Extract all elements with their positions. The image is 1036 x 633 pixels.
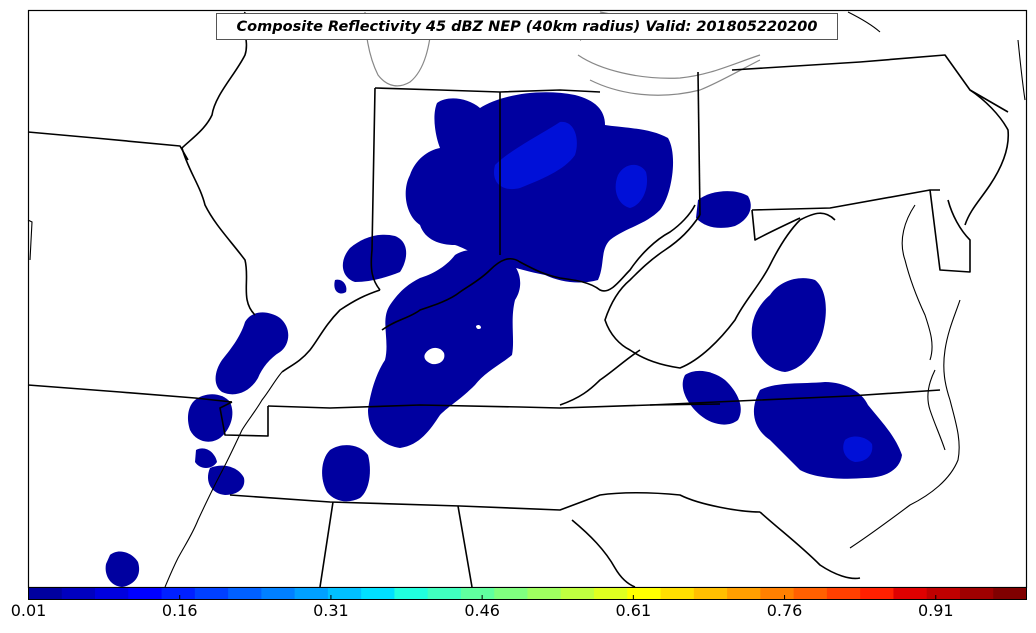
colorbar-tick-label: 0.01 (10, 601, 47, 620)
prob-region-tennessee-middle (322, 445, 370, 502)
colorbar-segment (28, 588, 63, 599)
prob-hole-small (476, 324, 481, 330)
prob-region-illinois-east (342, 234, 407, 282)
virginia-bay-islands (927, 369, 946, 451)
ohio-pennsylvania-border (697, 71, 701, 216)
prob-hole-kentucky (424, 347, 445, 365)
colorbar-segment (560, 588, 595, 599)
state-boundaries (27, 11, 1010, 588)
colorbar-segment (261, 588, 296, 599)
colorbar-segment (294, 588, 329, 599)
colorbar-segment (494, 588, 528, 599)
colorbar-segment (194, 588, 229, 599)
west-virginia-east (751, 209, 801, 241)
colorbar-tick-label: 0.16 (161, 601, 198, 620)
colorbar-segment (727, 588, 761, 599)
georgia-sc-border (571, 519, 636, 588)
probability-holes (424, 324, 481, 365)
colorbar (28, 588, 1027, 599)
indiana-north-border (374, 87, 601, 93)
colorbar-segment (427, 588, 462, 599)
colorbar-tick-label: 0.76 (766, 601, 803, 620)
prob-region-arkansas-ne (195, 448, 217, 468)
ohio-river-west (281, 289, 381, 373)
west-virginia-border (604, 212, 836, 369)
prob-region-bootheel (187, 394, 233, 442)
colorbar-segment (460, 588, 495, 599)
lake-erie-outline (577, 54, 761, 79)
colorbar-segment (327, 588, 362, 599)
prob-region-illinois-small (334, 279, 347, 294)
colorbar-segment (361, 588, 395, 599)
prob-region-indiana-ohio (405, 92, 674, 283)
colorbar-tick-label: 0.46 (464, 601, 500, 620)
new-jersey-outline (964, 89, 1010, 226)
colorbar-segment (161, 588, 196, 599)
prob-region-missouri-east (215, 312, 289, 395)
lake-huron-shore (1017, 39, 1026, 101)
great-lakes-shore (847, 11, 881, 33)
virginia-nc-border (649, 389, 941, 406)
map-title: Composite Reflectivity 45 dBZ NEP (40km … (236, 18, 818, 35)
colorbar-border (28, 587, 1027, 600)
colorbar-tick-label: 0.31 (313, 601, 349, 620)
ohio-river-kentucky (381, 204, 696, 331)
colorbar-segment (627, 588, 662, 599)
delaware-maryland (929, 189, 971, 273)
prob-region-tennessee-west (207, 465, 245, 495)
illinois-indiana-border (370, 87, 381, 291)
colorbar-segment (793, 588, 828, 599)
prob-core-ohio-east (615, 164, 648, 208)
colorbar-segment (993, 588, 1027, 599)
mississippi-alabama-border (319, 501, 334, 588)
iowa-missouri-border (27, 131, 189, 161)
colorbar-tick-label: 0.61 (615, 601, 652, 620)
prob-core-nc (843, 436, 873, 462)
pennsylvania-south (751, 189, 940, 211)
colorbar-segment (394, 588, 429, 599)
lake-michigan-outline (364, 11, 433, 87)
colorbar-segment (760, 588, 795, 599)
prob-region-kentucky (368, 249, 521, 448)
colorbar-segment (95, 588, 129, 599)
prob-core-ohio (494, 121, 577, 190)
nc-sc-border (759, 511, 861, 580)
colorbar-segment (959, 588, 994, 599)
prob-region-west-virginia (751, 278, 826, 372)
prob-region-mississippi-north (105, 551, 140, 587)
alabama-georgia-border (457, 505, 473, 588)
virginia-kentucky-border (559, 349, 641, 406)
tennessee-west (219, 401, 269, 437)
prob-region-virginia-sw (682, 370, 741, 425)
colorbar-segment (860, 588, 894, 599)
probability-regions-mid (494, 121, 873, 462)
tennessee-south-border (229, 491, 761, 513)
colorbar-ticks (28, 595, 937, 599)
chesapeake-bay (901, 204, 933, 361)
atlantic-coast (849, 299, 961, 549)
map-title-box: Composite Reflectivity 45 dBZ NEP (40km … (216, 13, 838, 40)
colorbar-segment (693, 588, 728, 599)
prob-region-ohio-wv (696, 191, 751, 228)
mississippi-river-north (181, 11, 256, 316)
lake-erie-south (589, 59, 761, 96)
mississippi-river-south (164, 371, 283, 588)
pennsylvania-north (731, 54, 1009, 113)
colorbar-segment (128, 588, 163, 599)
missouri-arkansas-border (27, 384, 233, 403)
colorbar-segment (228, 588, 262, 599)
probability-regions (105, 92, 902, 587)
colorbar-segment (527, 588, 562, 599)
colorbar-segment (826, 588, 861, 599)
colorbar-segment (660, 588, 695, 599)
colorbar-segment (61, 588, 96, 599)
missouri-river (27, 219, 33, 261)
colorbar-tick-label: 0.91 (917, 601, 954, 620)
colorbar-segment (893, 588, 928, 599)
colorbar-segment (926, 588, 961, 599)
colorbar-segment (594, 588, 628, 599)
